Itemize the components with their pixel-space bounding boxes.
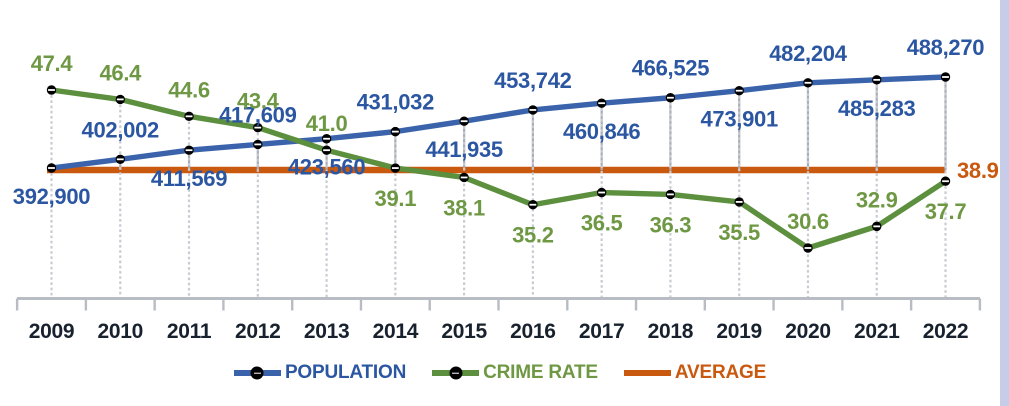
population-marker-slit xyxy=(460,120,468,123)
population-marker-slit xyxy=(598,102,606,105)
crime-rate-value-label: 37.7 xyxy=(925,199,967,224)
crime-rate-value-label: 46.4 xyxy=(99,60,142,85)
crime-rate-marker-slit xyxy=(942,180,949,183)
x-axis-year-label: 2015 xyxy=(441,320,487,343)
crime-rate-marker-slit xyxy=(460,176,468,179)
crime-rate-value-label: 35.5 xyxy=(718,220,760,245)
population-marker-slit xyxy=(391,130,399,133)
population-value-label: 473,901 xyxy=(700,107,777,132)
crime-rate-marker-slit xyxy=(667,193,674,196)
window-edge-strip xyxy=(1000,0,1009,406)
population-value-label: 423,560 xyxy=(288,155,365,180)
x-axis-year-label: 2019 xyxy=(716,320,762,343)
crime-rate-marker-slit xyxy=(254,126,262,129)
crime-rate-value-label: 35.2 xyxy=(512,223,554,248)
x-axis-year-label: 2009 xyxy=(29,320,75,343)
x-axis-year-label: 2010 xyxy=(98,320,144,343)
crime-rate-line xyxy=(51,87,947,251)
population-value-label: 466,525 xyxy=(632,56,709,81)
population-value-label: 431,032 xyxy=(357,90,434,115)
population-legend-swatch xyxy=(233,366,281,380)
population-marker-slit xyxy=(323,137,330,140)
x-axis-year-label: 2018 xyxy=(648,320,694,343)
average-value-label: 38.9 xyxy=(957,158,999,183)
crime-rate-value-label: 44.6 xyxy=(168,77,210,102)
x-axis-year-label: 2021 xyxy=(854,320,900,343)
crime-rate-legend-swatch xyxy=(432,366,480,380)
crime-rate-value-label: 30.6 xyxy=(787,209,829,234)
crime-rate-value-label: 36.3 xyxy=(650,212,692,237)
legend-marker-dot-icon xyxy=(449,366,463,380)
legend-label-average: AVERAGE xyxy=(674,362,767,383)
population-marker-slit xyxy=(185,149,193,152)
x-axis-year-label: 2022 xyxy=(923,320,969,343)
population-value-label: 411,569 xyxy=(151,166,227,191)
population-marker-slit xyxy=(873,78,881,81)
legend-item-crime-rate: CRIME RATE xyxy=(432,362,598,384)
population-marker-slit xyxy=(804,81,812,84)
population-marker-slit xyxy=(529,109,537,111)
population-value-label: 392,900 xyxy=(13,184,90,209)
crime-rate-marker-slit xyxy=(735,201,743,203)
average-legend-swatch xyxy=(623,370,671,376)
x-axis-year-label: 2016 xyxy=(510,320,556,343)
population-line xyxy=(51,74,946,171)
crime-rate-marker-slit xyxy=(873,225,881,228)
population-marker-slit xyxy=(667,96,674,99)
legend-label-crime-rate: CRIME RATE xyxy=(483,362,598,383)
crime-rate-value-label: 39.1 xyxy=(375,186,417,211)
population-value-label: 460,846 xyxy=(563,119,640,144)
x-axis-year-label: 2013 xyxy=(304,320,350,343)
population-marker-slit xyxy=(48,167,55,169)
population-marker-slit xyxy=(942,76,949,78)
population-value-label: 417,609 xyxy=(219,102,296,127)
population-value-label: 453,742 xyxy=(494,68,571,93)
crime-rate-marker-slit xyxy=(804,247,812,249)
crime-rate-marker-slit xyxy=(185,115,193,118)
x-axis-year-label: 2017 xyxy=(579,320,625,343)
crime-rate-marker-slit xyxy=(48,89,55,91)
population-value-label: 402,002 xyxy=(82,117,159,142)
population-marker-slit xyxy=(735,89,743,92)
population-marker-slit xyxy=(116,158,124,161)
population-value-label: 485,283 xyxy=(838,96,915,121)
crime-rate-value-label: 32.9 xyxy=(856,187,898,212)
crime-rate-value-label: 38.1 xyxy=(443,195,485,220)
x-axis-year-label: 2014 xyxy=(373,320,419,343)
population-value-label: 488,270 xyxy=(907,35,984,60)
chart-legend: POPULATION CRIME RATE AVERAGE xyxy=(0,362,1000,384)
crime-rate-marker-slit xyxy=(598,191,606,194)
legend-marker-dot-icon xyxy=(250,366,264,380)
legend-label-population: POPULATION xyxy=(284,362,407,383)
legend-item-average: AVERAGE xyxy=(623,362,767,384)
crime-rate-value-label: 47.4 xyxy=(31,51,74,76)
crime-rate-marker-slit xyxy=(529,203,537,206)
crime-rate-value-label: 43.4 xyxy=(237,89,280,114)
x-axis-year-label: 2020 xyxy=(785,320,831,343)
crime-rate-value-label: 36.5 xyxy=(581,211,623,236)
legend-item-population: POPULATION xyxy=(233,362,407,384)
crime-rate-value-label: 41.0 xyxy=(306,111,348,136)
population-value-label: 441,935 xyxy=(425,137,502,162)
crime-rate-marker-slit xyxy=(323,149,330,152)
x-axis-year-label: 2012 xyxy=(235,320,281,343)
crime-rate-marker-slit xyxy=(391,167,399,169)
x-axis-year-label: 2011 xyxy=(167,320,212,343)
crime-rate-marker-slit xyxy=(116,98,124,101)
population-marker-slit xyxy=(254,143,262,146)
population-value-label: 482,204 xyxy=(769,41,847,66)
